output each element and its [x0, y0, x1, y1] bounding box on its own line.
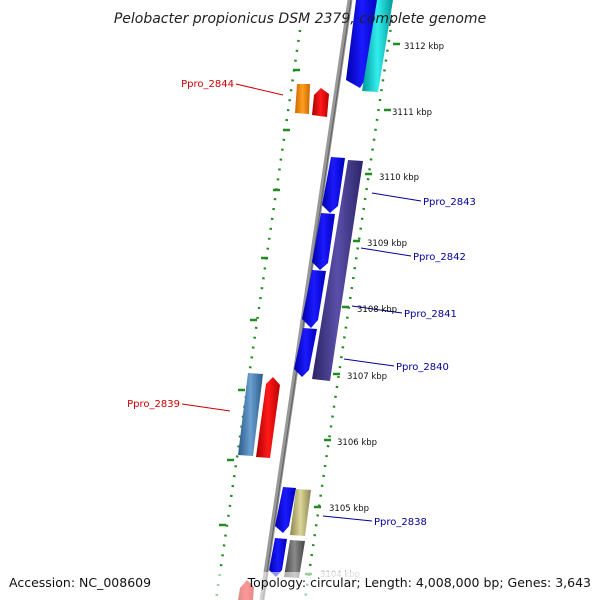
gene-leader-lines	[181, 83, 422, 522]
gene-blue-rev-3[interactable]	[302, 270, 326, 328]
gene-label-ppro-2839[interactable]: Ppro_2839	[127, 399, 180, 410]
gene-label-ppro-2843[interactable]: Ppro_2843	[423, 197, 476, 208]
gene-blue-top[interactable]	[346, 0, 378, 88]
topology-text: Topology: circular; Length: 4,008,000 bp…	[247, 575, 591, 590]
gene-slate-long[interactable]	[312, 160, 363, 381]
gene-ppro-2844[interactable]	[312, 88, 329, 117]
kbp-label-3112: 3112 kbp	[404, 42, 444, 52]
gene-blue-rev-5[interactable]	[275, 487, 296, 533]
gene-blue-rev-2[interactable]	[312, 213, 335, 270]
accession-text: Accession: NC_008609	[9, 575, 151, 590]
kbp-label-3109: 3109 kbp	[367, 239, 407, 249]
genome-title: Pelobacter propionicus DSM 2379, complet…	[114, 11, 486, 27]
gene-label-ppro-2841[interactable]: Ppro_2841	[404, 309, 457, 320]
kbp-label-3111: 3111 kbp	[392, 108, 432, 118]
gene-cyan-top[interactable]	[362, 0, 393, 92]
footer-background	[0, 572, 600, 600]
gene-label-ppro-2838[interactable]: Ppro_2838	[374, 517, 427, 528]
gene-ppro-2839[interactable]	[256, 377, 280, 458]
left-tick-ring	[214, 29, 302, 600]
kbp-label-3108: 3108 kbp	[357, 305, 397, 315]
gene-blue-rev-4[interactable]	[294, 328, 317, 377]
gene-label-ppro-2842[interactable]: Ppro_2842	[413, 252, 466, 263]
left-major-ticks	[219, 68, 300, 527]
gene-gray-rev[interactable]	[284, 540, 305, 578]
gene-label-ppro-2844[interactable]: Ppro_2844	[181, 79, 234, 90]
gene-ppro-2838[interactable]	[290, 489, 311, 536]
kbp-label-3107: 3107 kbp	[347, 372, 387, 382]
gene-orange-forward[interactable]	[295, 84, 310, 114]
gene-blue-rev-1[interactable]	[322, 157, 345, 213]
kbp-label-3105: 3105 kbp	[329, 504, 369, 514]
kbp-label-3106: 3106 kbp	[337, 438, 377, 448]
kbp-label-3110: 3110 kbp	[379, 173, 419, 183]
gene-blue-rev-6[interactable]	[269, 538, 287, 577]
gene-steel-forward[interactable]	[238, 373, 263, 456]
gene-label-ppro-2840[interactable]: Ppro_2840	[396, 362, 449, 373]
